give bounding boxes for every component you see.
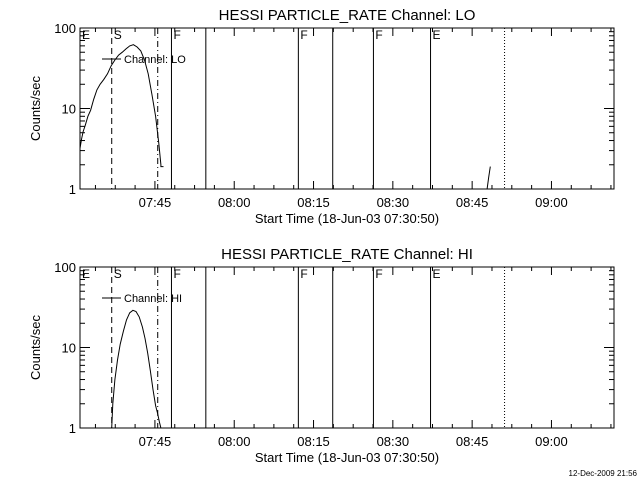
lo-y-tick-label: 1 bbox=[69, 182, 76, 197]
hi-x-tick-label: 08:15 bbox=[297, 434, 330, 449]
lo-x-tick-label: 09:00 bbox=[535, 195, 568, 210]
hi-x-tick-label: 07:45 bbox=[139, 434, 172, 449]
lo-x-tick-label: 08:45 bbox=[456, 195, 489, 210]
hi-event-marker-label: F bbox=[173, 267, 180, 281]
hi-event-marker-label: F bbox=[375, 267, 382, 281]
lo-x-tick-label: 07:45 bbox=[139, 195, 172, 210]
lo-event-marker-label: F bbox=[375, 28, 382, 42]
lo-chart-title: HESSI PARTICLE_RATE Channel: LO bbox=[219, 7, 476, 24]
lo-rate-series-line bbox=[486, 166, 491, 190]
hi-legend-entry: Channel: HI bbox=[124, 293, 182, 305]
hi-x-axis-label: Start Time (18-Jun-03 07:30:50) bbox=[255, 450, 439, 465]
lo-x-axis-label: Start Time (18-Jun-03 07:30:50) bbox=[255, 211, 439, 226]
lo-x-tick-label: 08:00 bbox=[218, 195, 251, 210]
lo-plot-frame bbox=[79, 27, 615, 190]
lo-x-tick-label: 08:30 bbox=[377, 195, 410, 210]
hi-x-tick-label: 08:00 bbox=[218, 434, 251, 449]
hi-y-axis-label: Counts/sec bbox=[28, 314, 43, 380]
hi-y-tick-label: 100 bbox=[54, 260, 76, 275]
hi-event-marker-label: E bbox=[433, 267, 441, 281]
hi-event-marker-label: E bbox=[82, 267, 90, 281]
lo-event-marker-label: E bbox=[82, 28, 90, 42]
hi-chart-title: HESSI PARTICLE_RATE Channel: HI bbox=[221, 246, 473, 263]
lo-rate-series-line bbox=[79, 44, 164, 168]
lo-y-tick-label: 10 bbox=[62, 102, 76, 117]
hi-y-tick-label: 1 bbox=[69, 421, 76, 436]
hi-x-tick-label: 08:45 bbox=[456, 434, 489, 449]
hi-event-marker-label: F bbox=[300, 267, 307, 281]
hi-plot-frame bbox=[79, 266, 615, 429]
hi-x-tick-label: 08:30 bbox=[377, 434, 410, 449]
hi-rate-series-line bbox=[111, 309, 162, 429]
lo-event-marker-label: F bbox=[300, 28, 307, 42]
hi-x-tick-label: 09:00 bbox=[535, 434, 568, 449]
hi-event-marker-label: S bbox=[114, 267, 122, 281]
lo-event-marker-label: S bbox=[114, 28, 122, 42]
lo-y-tick-label: 100 bbox=[54, 21, 76, 36]
hi-y-tick-label: 10 bbox=[62, 341, 76, 356]
lo-x-tick-label: 08:15 bbox=[297, 195, 330, 210]
lo-event-marker-label: F bbox=[173, 28, 180, 42]
lo-y-axis-label: Counts/sec bbox=[28, 75, 43, 141]
timestamp-stamp: 12-Dec-2009 21:56 bbox=[569, 469, 638, 478]
lo-event-marker-label: E bbox=[433, 28, 441, 42]
lo-legend-entry: Channel: LO bbox=[124, 54, 186, 66]
